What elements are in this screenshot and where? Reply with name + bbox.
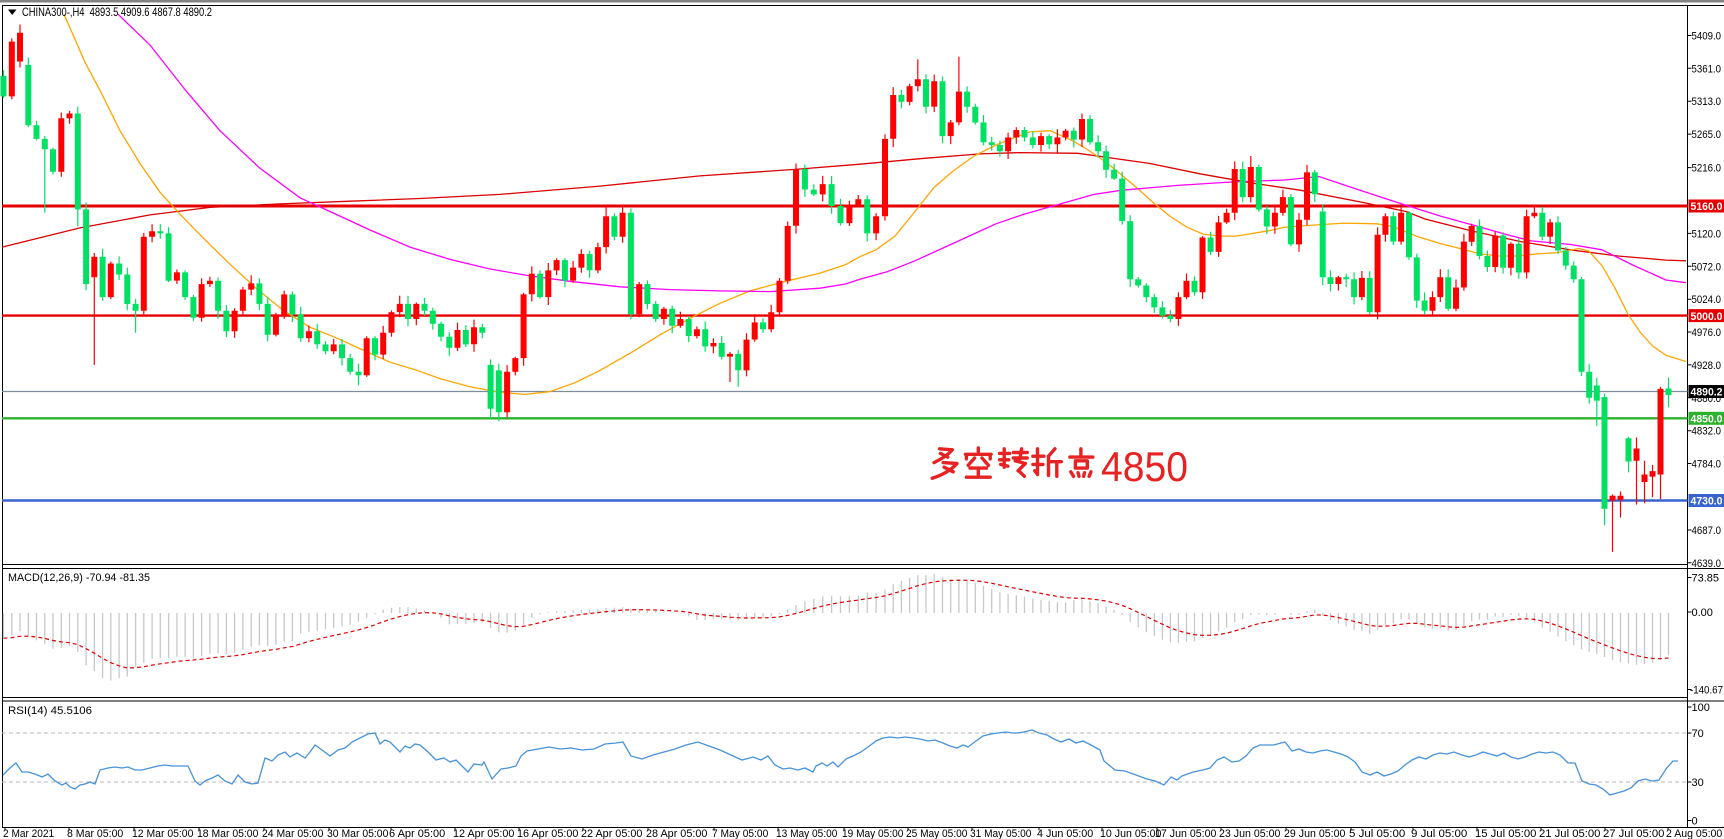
svg-text:25 May 05:00: 25 May 05:00 bbox=[906, 828, 967, 839]
svg-text:24 Mar 05:00: 24 Mar 05:00 bbox=[262, 828, 323, 839]
svg-text:5409.0: 5409.0 bbox=[1692, 31, 1722, 43]
svg-text:5265.0: 5265.0 bbox=[1692, 129, 1722, 141]
svg-text:9 Jul 05:00: 9 Jul 05:00 bbox=[1411, 828, 1467, 839]
svg-text:31 May 05:00: 31 May 05:00 bbox=[970, 828, 1031, 839]
svg-text:21 Jul 05:00: 21 Jul 05:00 bbox=[1539, 828, 1600, 839]
svg-text:0.00: 0.00 bbox=[1692, 607, 1713, 619]
svg-text:4850: 4850 bbox=[1101, 443, 1188, 490]
svg-text:10 Jun 05:00: 10 Jun 05:00 bbox=[1100, 828, 1161, 839]
svg-text:4 Jun 05:00: 4 Jun 05:00 bbox=[1037, 828, 1093, 839]
svg-text:4890.2: 4890.2 bbox=[1691, 387, 1723, 399]
svg-text:100: 100 bbox=[1692, 702, 1710, 714]
svg-text:2 Aug 05:00: 2 Aug 05:00 bbox=[1666, 828, 1722, 839]
svg-text:5216.0: 5216.0 bbox=[1692, 163, 1722, 175]
svg-text:4976.0: 4976.0 bbox=[1692, 327, 1722, 339]
svg-text:23 Jun 05:00: 23 Jun 05:00 bbox=[1219, 828, 1280, 839]
svg-text:73.85: 73.85 bbox=[1692, 573, 1720, 585]
svg-text:12 Apr 05:00: 12 Apr 05:00 bbox=[453, 828, 514, 839]
svg-text:4832.0: 4832.0 bbox=[1692, 426, 1722, 438]
svg-text:30: 30 bbox=[1692, 777, 1704, 789]
svg-text:RSI(14) 45.5106: RSI(14) 45.5106 bbox=[8, 705, 92, 717]
svg-text:30 Mar 05:00: 30 Mar 05:00 bbox=[327, 828, 388, 839]
svg-text:12 Mar 05:00: 12 Mar 05:00 bbox=[132, 828, 193, 839]
svg-text:4928.0: 4928.0 bbox=[1692, 360, 1722, 372]
svg-text:7 May 05:00: 7 May 05:00 bbox=[712, 828, 768, 839]
svg-text:22 Apr 05:00: 22 Apr 05:00 bbox=[581, 828, 642, 839]
svg-text:19 May 05:00: 19 May 05:00 bbox=[842, 828, 903, 839]
svg-text:-140.67: -140.67 bbox=[1690, 685, 1723, 697]
svg-text:4730.0: 4730.0 bbox=[1691, 496, 1723, 508]
svg-text:17 Jun 05:00: 17 Jun 05:00 bbox=[1155, 828, 1216, 839]
svg-text:5 Jul 05:00: 5 Jul 05:00 bbox=[1349, 828, 1405, 839]
svg-text:18 Mar 05:00: 18 Mar 05:00 bbox=[197, 828, 258, 839]
svg-text:5000.0: 5000.0 bbox=[1691, 311, 1723, 323]
svg-text:29 Jun 05:00: 29 Jun 05:00 bbox=[1284, 828, 1345, 839]
svg-text:16 Apr 05:00: 16 Apr 05:00 bbox=[517, 828, 578, 839]
svg-text:13 May 05:00: 13 May 05:00 bbox=[776, 828, 837, 839]
svg-text:4784.0: 4784.0 bbox=[1692, 459, 1722, 471]
svg-text:5024.0: 5024.0 bbox=[1692, 294, 1722, 306]
svg-text:15 Jul 05:00: 15 Jul 05:00 bbox=[1475, 828, 1536, 839]
svg-text:0: 0 bbox=[1692, 816, 1698, 828]
svg-text:5120.0: 5120.0 bbox=[1692, 228, 1722, 240]
svg-text:4850.0: 4850.0 bbox=[1691, 414, 1723, 426]
svg-text:5313.0: 5313.0 bbox=[1692, 96, 1722, 108]
svg-text:CHINA300-,H4 4893.5 4909.6 48: CHINA300-,H4 4893.5 4909.6 4867.8 4890.2 bbox=[22, 5, 212, 19]
svg-text:MACD(12,26,9) -70.94 -81.35: MACD(12,26,9) -70.94 -81.35 bbox=[8, 572, 150, 584]
svg-text:4639.0: 4639.0 bbox=[1692, 558, 1722, 570]
svg-text:5160.0: 5160.0 bbox=[1691, 201, 1723, 213]
svg-text:70: 70 bbox=[1692, 728, 1704, 740]
svg-text:8 Mar 05:00: 8 Mar 05:00 bbox=[67, 828, 123, 839]
svg-text:27 Jul 05:00: 27 Jul 05:00 bbox=[1603, 828, 1664, 839]
svg-text:5072.0: 5072.0 bbox=[1692, 261, 1722, 273]
svg-text:28 Apr 05:00: 28 Apr 05:00 bbox=[646, 828, 707, 839]
svg-text:4687.0: 4687.0 bbox=[1692, 525, 1722, 537]
svg-text:5361.0: 5361.0 bbox=[1692, 63, 1722, 75]
svg-text:6 Apr 05:00: 6 Apr 05:00 bbox=[389, 828, 445, 839]
svg-text:2 Mar 2021: 2 Mar 2021 bbox=[3, 828, 54, 839]
